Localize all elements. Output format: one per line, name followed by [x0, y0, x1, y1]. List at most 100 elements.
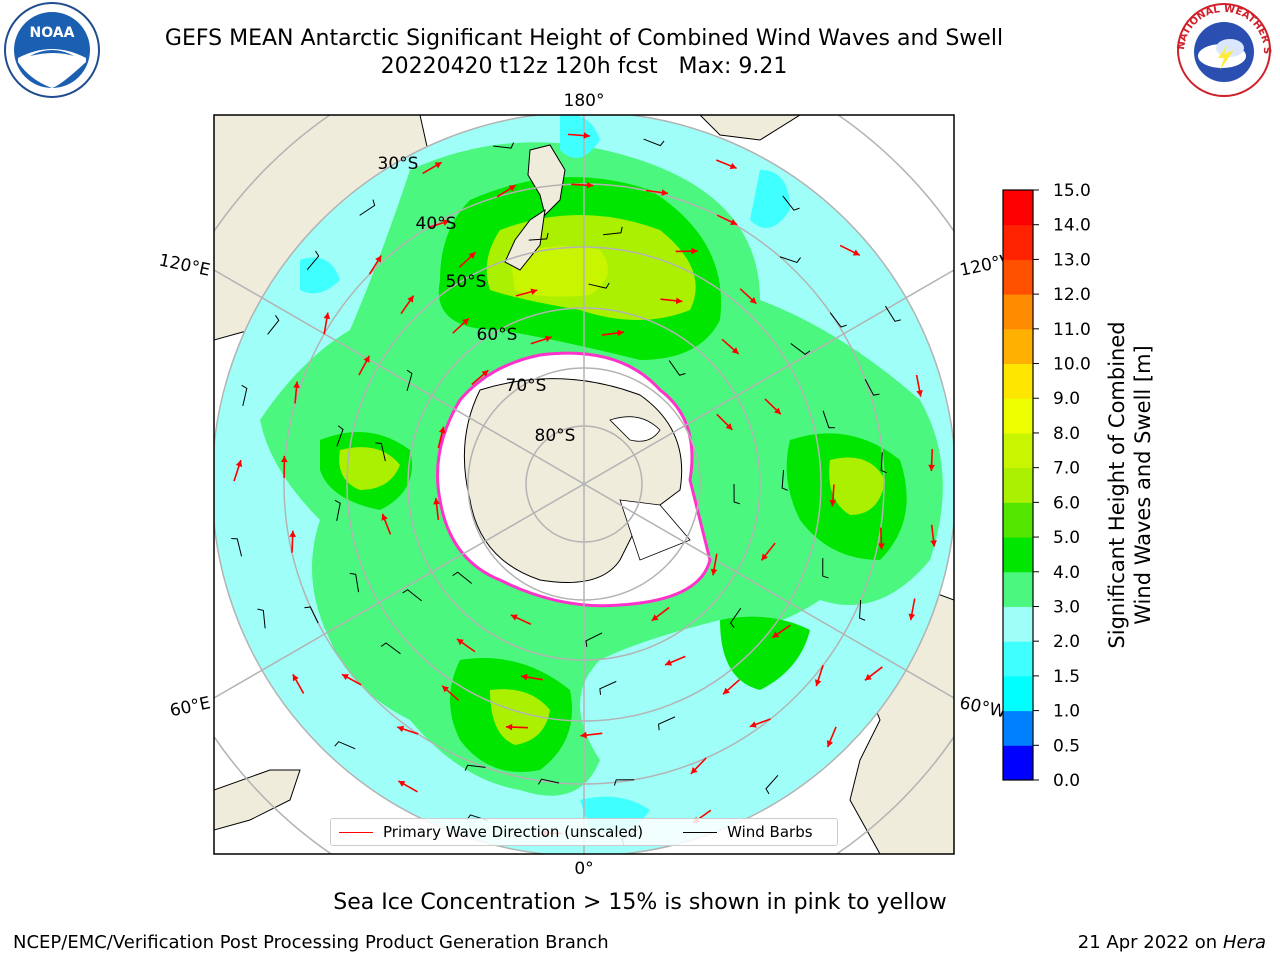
vector-layer: [231, 132, 937, 845]
colorbar-tick-label: 7.0: [1053, 459, 1080, 479]
colorbar-block: [1003, 432, 1033, 469]
wind-barb: [306, 250, 320, 271]
new-zealand-land: [504, 144, 566, 271]
wind-barb: [782, 195, 800, 211]
wave-direction-arrowhead: [691, 247, 698, 255]
noaa-logo-text: NOAA: [30, 25, 75, 41]
wave-direction-arrowhead: [586, 181, 594, 189]
colorbar-tick-label: 4.0: [1053, 563, 1080, 583]
wave-direction-arrowhead: [505, 723, 513, 731]
wind-barb: [304, 606, 319, 624]
wave-direction-arrowhead: [730, 218, 738, 226]
wave-direction-arrowhead: [772, 631, 780, 638]
wave-direction-arrowhead: [826, 740, 834, 748]
colorbar-tick-label: 0.0: [1053, 771, 1080, 791]
lon-label-60e: 60°E: [168, 693, 212, 721]
wave-direction-arrowhead: [617, 329, 624, 337]
wave-direction-arrowhead: [293, 381, 300, 389]
wind-barb: [790, 343, 811, 355]
colorbar: 0.0 0.5 1.0 1.5 2.0 3.0 4.0 5.0 6.0 7.0 8.0 9.0 10.0…: [1002, 181, 1091, 791]
sea-ice-note: Sea Ice Concentration > 15% is shown in …: [333, 890, 947, 915]
wave-direction-arrowhead: [456, 638, 464, 646]
wave-direction-arrowhead: [723, 687, 730, 695]
wave-direction-arrowhead: [508, 185, 516, 192]
lat-label-60s: 60°S: [477, 325, 518, 345]
wave-direction-arrowhead: [468, 252, 476, 259]
wind-barb: [241, 384, 248, 407]
wave-direction-arrowhead: [729, 162, 737, 170]
wave-direction-arrowhead: [481, 370, 489, 377]
wave-direction-arrowhead: [398, 780, 406, 787]
colorbar-tick-label: 8.0: [1053, 424, 1080, 444]
wind-barb: [334, 499, 341, 521]
colorbar-tick-label: 12.0: [1053, 285, 1091, 305]
footer-branch: NCEP/EMC/Verification Post Processing Pr…: [13, 932, 609, 953]
wave-direction-arrowhead: [580, 731, 587, 739]
wave-direction-arrowhead: [292, 674, 299, 682]
colorbar-block: [1003, 398, 1033, 434]
wave-direction-arrowhead: [462, 318, 469, 325]
wave-direction-arrowhead: [725, 423, 733, 430]
colorbar-frame: [1002, 189, 1034, 781]
colorbar-tick-label: 9.0: [1053, 389, 1080, 409]
wave-direction-arrowhead: [280, 455, 288, 463]
wind-barb: [493, 142, 515, 149]
colorbar-block: [1003, 537, 1033, 573]
wave-direction-arrowhead: [521, 673, 528, 681]
wave-direction-arrowhead: [438, 426, 446, 434]
wind-barb: [375, 442, 386, 462]
wind-barb: [603, 226, 623, 236]
footer-date: 21 Apr 2022 on Hera: [1078, 932, 1266, 953]
colorbar-tick-label: 2.0: [1053, 632, 1080, 652]
colorbar-tick-label: 10.0: [1053, 355, 1091, 375]
wave-direction-arrowhead: [749, 297, 757, 304]
graticule: [214, 115, 954, 854]
colorbar-tick-label: 0.5: [1053, 736, 1080, 756]
wave-direction-arrowhead: [710, 568, 718, 576]
wind-barb: [613, 779, 635, 786]
wave-direction-arrowhead: [544, 335, 552, 343]
wave-direction-arrowhead: [433, 498, 440, 505]
colorbar-block: [1003, 328, 1033, 365]
wave-direction-arrowhead: [761, 553, 768, 561]
colorbar-tick-label: 6.0: [1053, 493, 1080, 513]
wind-barb: [779, 256, 801, 264]
wind-barb: [864, 379, 880, 396]
wind-barb: [452, 571, 473, 584]
wind-barb: [781, 470, 788, 491]
colorbar-title-line2: Wind Waves and Swell [m]: [1131, 345, 1155, 625]
colorbar-block: [1003, 710, 1033, 746]
wave-direction-arrowhead: [434, 162, 442, 169]
wind-barb: [643, 138, 665, 147]
footer-date-text: 21 Apr 2022 on: [1077, 932, 1218, 953]
plot-subtitle-run: 20220420 t12z 120h fcst Max: 9.21: [380, 54, 788, 79]
lat-label-30s: 30°S: [378, 154, 419, 174]
lat-label-70s: 70°S: [506, 376, 547, 396]
colorbar-block: [1003, 641, 1033, 677]
wave-direction-arrowhead: [397, 725, 405, 733]
wave-direction-arrowhead: [814, 679, 822, 687]
wave-direction-arrowhead: [323, 312, 331, 320]
colorbar-tick-label: 1.0: [1053, 702, 1080, 722]
wave-direction-arrowhead: [675, 297, 683, 305]
wind-barb: [859, 600, 866, 621]
wave-direction-arrowhead: [651, 614, 659, 621]
antarctica: [436, 351, 712, 608]
wave-direction-arrowhead: [916, 389, 923, 397]
footer-host: Hera: [1222, 932, 1266, 953]
wind-barb: [334, 741, 356, 750]
wind-barb: [257, 608, 266, 629]
wind-barb: [880, 452, 887, 474]
wave-direction-arrowhead: [381, 513, 388, 521]
colorbar-tick-label: 15.0: [1053, 181, 1091, 201]
wave-direction-arrowhead: [665, 659, 673, 666]
wind-barb: [822, 410, 835, 429]
wave-direction-arrowhead: [864, 673, 872, 681]
wave-direction-arrowhead: [363, 355, 370, 363]
wind-barb-legend-swatch: [683, 831, 718, 833]
colorbar-ticks: 0.0 0.5 1.0 1.5 2.0 3.0 4.0 5.0 6.0 7.0 8.0 9.0 10.0…: [1033, 181, 1091, 791]
wave-direction-arrowhead: [749, 721, 757, 728]
wind-barb: [765, 774, 779, 795]
wind-barb: [406, 369, 413, 391]
